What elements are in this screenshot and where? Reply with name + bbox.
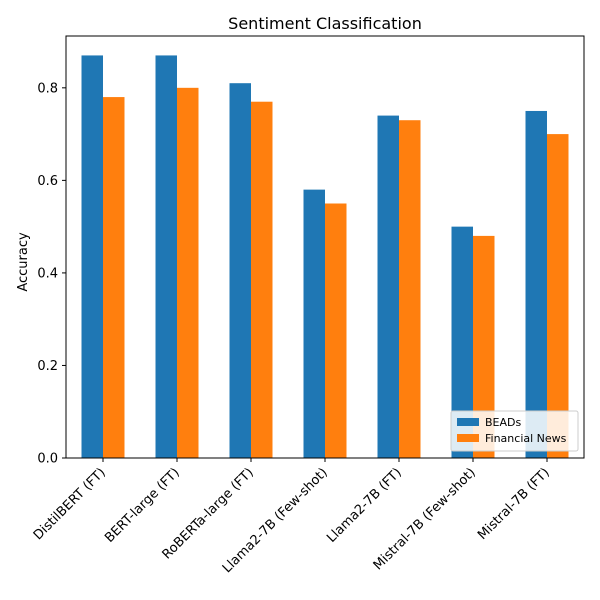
bar-financial-news-1 <box>177 87 199 459</box>
x-tick-label: BERT-large (FT) <box>102 465 183 546</box>
bar-beads-2 <box>229 83 251 459</box>
bar-beads-5 <box>451 226 473 458</box>
y-tick-label: 0.0 <box>37 452 58 467</box>
bar-financial-news-5 <box>473 235 495 458</box>
chart-title: Sentiment Classification <box>228 14 422 33</box>
bar-beads-0 <box>81 55 103 459</box>
bar-beads-4 <box>377 115 399 459</box>
bar-beads-6 <box>525 110 547 459</box>
y-tick-label: 0.6 <box>37 174 58 189</box>
bar-beads-3 <box>303 189 325 458</box>
x-tick-label: Mistral-7B (FT) <box>475 465 553 543</box>
y-tick-label: 0.4 <box>37 266 58 281</box>
legend: BEADs Financial News <box>450 410 579 452</box>
bar-beads-1 <box>155 55 177 459</box>
legend-box <box>450 410 579 452</box>
bar-financial-news-0 <box>103 97 125 458</box>
bar-financial-news-4 <box>399 120 421 459</box>
legend-label: BEADs <box>485 416 521 429</box>
x-tick-label: DistilBERT (FT) <box>31 465 109 543</box>
bars-group <box>81 55 569 459</box>
bar-financial-news-2 <box>251 101 273 458</box>
legend-swatch <box>457 434 479 442</box>
bar-financial-news-3 <box>325 203 347 458</box>
legend-swatch <box>457 418 479 426</box>
bar-financial-news-6 <box>547 134 569 458</box>
legend-label: Financial News <box>485 432 567 445</box>
y-axis-label: Accuracy <box>16 232 31 292</box>
y-tick-label: 0.8 <box>37 81 58 96</box>
y-tick-label: 0.2 <box>37 359 58 374</box>
x-tick-label: Llama2-7B (FT) <box>324 465 405 546</box>
